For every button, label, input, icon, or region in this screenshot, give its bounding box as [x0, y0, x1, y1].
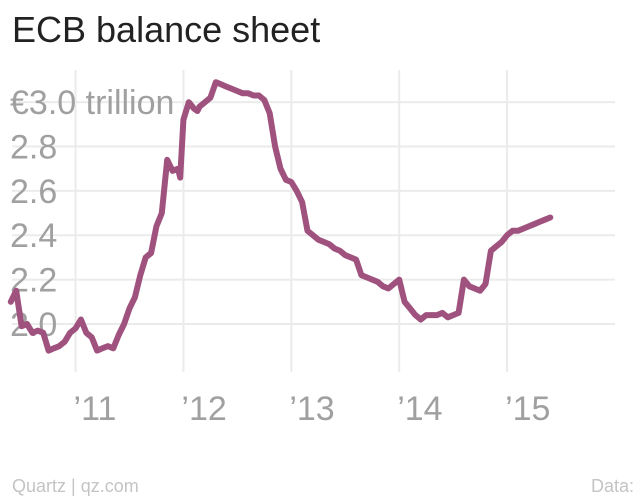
- x-tick-label: ’15: [505, 390, 550, 428]
- y-tick-label: 2.4: [10, 217, 57, 255]
- footer-source: Quartz | qz.com: [12, 476, 139, 496]
- x-tick-label: ’14: [397, 390, 442, 428]
- x-tick-labels: ’11 ’12 ’13 ’14 ’15: [74, 390, 551, 428]
- y-tick-label: 2.8: [10, 129, 57, 167]
- footer-data-label: Data:: [590, 476, 634, 496]
- chart-title: ECB balance sheet: [12, 9, 321, 50]
- series-layer: [7, 79, 554, 354]
- x-tick-label: ’12: [181, 390, 226, 428]
- x-tick-label: ’13: [289, 390, 334, 428]
- y-tick-label: €3.0 trillion: [10, 84, 174, 122]
- y-tick-label: 2.6: [10, 173, 57, 211]
- x-tick-label: ’11: [74, 390, 117, 428]
- series-line: [7, 79, 554, 354]
